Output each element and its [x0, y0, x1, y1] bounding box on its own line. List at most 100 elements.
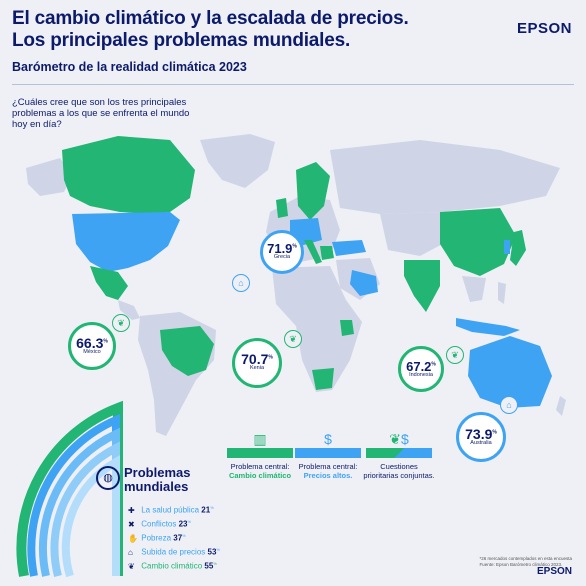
- house-icon: ⌂: [500, 396, 518, 414]
- problem-value: 21: [201, 505, 211, 515]
- indonesia-shape: [456, 318, 520, 336]
- legend-prices-line1: Problema central:: [298, 462, 358, 471]
- central-asia-shape: [380, 212, 450, 256]
- price-icon: $: [324, 431, 332, 447]
- central-america-shape: [118, 300, 140, 320]
- bubble-australia-value: 73.9: [465, 426, 493, 442]
- price-rise-icon: ⌂: [128, 547, 133, 557]
- problem-unit: %: [182, 533, 186, 538]
- legend-climate: ▥ Problema central: Cambio climático: [222, 430, 298, 480]
- usa-shape: [72, 212, 180, 272]
- legend-swatch-green: [227, 448, 293, 458]
- bubble-mexico-unit: %: [103, 338, 108, 345]
- problem-unit: %: [216, 547, 220, 552]
- problems-title: Problemas mundiales: [124, 466, 190, 494]
- footer-note-2: Fuente: Epson Barómetro climático 2023.: [479, 562, 563, 567]
- mexico-shape: [90, 266, 128, 300]
- legend-prices-line2: Precios altos.: [303, 471, 353, 480]
- legend-swatch-blue: [295, 448, 361, 458]
- bubble-kenya-value: 70.7: [241, 351, 269, 367]
- problem-value: 37: [173, 533, 183, 543]
- problem-label: Conflictos: [141, 519, 177, 529]
- bubble-indonesia-country: Indonesia: [409, 372, 433, 378]
- header-divider: [12, 84, 574, 85]
- italy-shape: [304, 240, 322, 264]
- problem-label: Subida de precios: [141, 547, 206, 557]
- arc-prices: [27, 413, 120, 577]
- leaf-bar-icon: ▥: [253, 431, 267, 447]
- problem-unit: %: [210, 505, 214, 510]
- bubble-australia-unit: %: [492, 429, 497, 436]
- arc-conflicts: [50, 441, 120, 577]
- scandinavia-shape: [296, 162, 330, 220]
- bubble-indonesia-value: 67.2: [406, 359, 432, 374]
- problem-item: ⌂ Subida de precios 53%: [128, 547, 220, 557]
- bubble-kenya-unit: %: [268, 354, 273, 361]
- leaf-icon: ❦: [284, 330, 302, 348]
- canada-shape: [62, 136, 195, 214]
- bubble-australia: 73.9% Australia: [456, 412, 506, 462]
- problems-title-line1: Problemas: [124, 465, 191, 480]
- title-line-2: Los principales problemas mundiales.: [12, 30, 351, 51]
- legend-prices: $ Problema central: Precios altos.: [290, 430, 366, 480]
- house-icon: ⌂: [232, 274, 250, 292]
- brazil-shape: [160, 326, 214, 376]
- legend-climate-line2: Cambio climático: [228, 471, 292, 480]
- bubble-mexico: 66.3% México: [68, 322, 116, 370]
- australia-shape: [468, 336, 552, 408]
- continents: [26, 134, 566, 436]
- arc-poverty: [38, 427, 120, 577]
- china-shape: [440, 208, 516, 276]
- leaf-icon: ❦: [112, 314, 130, 332]
- india-shape: [404, 260, 440, 312]
- bubble-kenya-country: Kenia: [249, 365, 265, 371]
- problems-title-line2: mundiales: [124, 479, 189, 494]
- legend-combined-line1: Cuestiones: [380, 462, 418, 471]
- uk-shape: [276, 198, 288, 218]
- arc-climate: [16, 400, 123, 577]
- brand-logo: EPSON: [516, 20, 572, 37]
- bubble-indonesia-unit: %: [431, 361, 436, 368]
- footer-notes: *26 mercados contemplados en esta encues…: [479, 556, 572, 568]
- saudi-uae-shape: [350, 270, 378, 296]
- bubble-mexico-value: 66.3: [76, 335, 104, 351]
- new-zealand-shape: [556, 396, 566, 416]
- page-title: El cambio climático y la escalada de pre…: [12, 8, 409, 52]
- climate-icon: ❦: [128, 561, 135, 571]
- turkey-shape: [332, 240, 366, 256]
- legend-combined-line2: prioritarias conjuntas.: [363, 471, 435, 480]
- poverty-icon: ✋: [128, 533, 138, 543]
- bubble-greece-value: 71.9: [267, 241, 293, 256]
- bubble-australia-country: Australia: [470, 440, 492, 446]
- legend-climate-line1: Problema central:: [230, 462, 290, 471]
- footer-note-1: *26 mercados contemplados en esta encues…: [479, 556, 572, 561]
- combined-icon: ❦$: [389, 431, 409, 447]
- problem-value: 55: [204, 561, 214, 571]
- problem-item: ❦ Cambio climático 55%: [128, 561, 217, 571]
- bubble-greece-country: Grecia: [273, 254, 291, 260]
- leaf-icon: ❦: [446, 346, 464, 364]
- page-subtitle: Barómetro de la realidad climática 2023: [12, 60, 247, 74]
- problem-value: 23: [178, 519, 188, 529]
- problem-item: ✋ Pobreza 37%: [128, 533, 186, 543]
- footer-brand-logo: EPSON: [536, 566, 572, 577]
- health-icon: ✚: [128, 505, 135, 515]
- problem-item: ✚ La salud pública 21%: [128, 505, 214, 515]
- problem-label: Cambio climático: [141, 561, 203, 571]
- japan-shape: [510, 230, 526, 266]
- se-asia-shape: [462, 276, 486, 302]
- globe-icon: ◍: [96, 466, 120, 490]
- problem-value: 53: [207, 547, 217, 557]
- philippines-shape: [498, 282, 506, 304]
- bubble-mexico-country: México: [83, 349, 101, 355]
- title-line-1: El cambio climático y la escalada de pre…: [12, 8, 409, 29]
- conflict-icon: ✖: [128, 519, 135, 529]
- bubble-indonesia: 67.2% Indonesia: [398, 346, 444, 392]
- problems-arcs: [16, 400, 123, 578]
- problem-unit: %: [213, 561, 217, 566]
- korea-shape: [504, 240, 510, 254]
- legend-swatch-combined: [366, 448, 432, 458]
- greece-shape: [320, 246, 334, 260]
- legend-combined: ❦$ Cuestiones prioritarias conjuntas.: [358, 430, 440, 480]
